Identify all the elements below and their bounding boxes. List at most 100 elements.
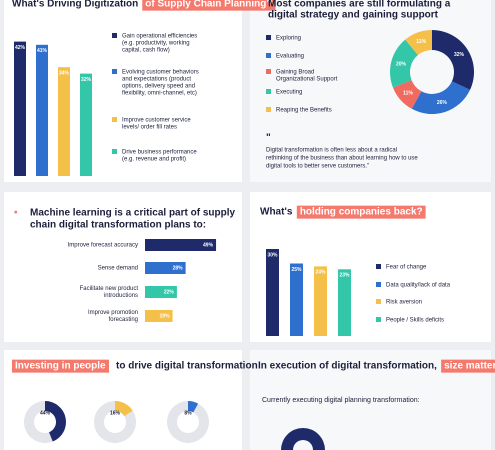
- legend-swatch: [266, 107, 271, 112]
- value-label: 25%: [291, 267, 302, 273]
- legend-text: Fear of change: [386, 265, 427, 271]
- title: to drive digital transformation: [116, 361, 258, 372]
- legend-swatch: [376, 299, 381, 304]
- donut-segment: [392, 80, 422, 109]
- highlight: [142, 0, 276, 11]
- bar: [145, 239, 217, 251]
- donut-segment: [188, 401, 199, 413]
- category-label: Sense demand: [98, 266, 138, 272]
- legend-swatch: [266, 53, 271, 58]
- value-label: 11%: [403, 90, 413, 96]
- legend-text: Organizational Support: [276, 77, 338, 83]
- bar: [145, 262, 186, 274]
- legend-text: Gaining Broad: [276, 70, 314, 76]
- category-label: Facilitate new product: [80, 286, 139, 292]
- legend-swatch: [112, 149, 117, 154]
- value-label: 23%: [339, 273, 350, 279]
- legend-text: Evolving customer behaviors: [122, 70, 199, 76]
- value-label: 34%: [59, 71, 70, 77]
- category-label: forecasting: [109, 317, 138, 323]
- legend-text: Data quality/lack of data: [386, 283, 451, 289]
- bar: [145, 286, 177, 298]
- highlight: [441, 359, 495, 373]
- bar: [145, 310, 173, 322]
- donut-track: [166, 401, 209, 443]
- bar: [314, 266, 327, 336]
- bar: [58, 67, 70, 176]
- quote-mark: ": [266, 133, 271, 144]
- legend-text: Exploring: [276, 36, 301, 42]
- legend-text: levels/ order fill rates: [122, 125, 177, 131]
- donut-segment: [432, 30, 475, 90]
- legend-text: (e.g. revenue and profit): [122, 157, 186, 163]
- value-label: 26%: [437, 100, 448, 106]
- donut-segment: [115, 401, 133, 417]
- highlight: [296, 205, 426, 219]
- category-label: Improve promotion: [88, 310, 138, 316]
- value-label: 49%: [203, 242, 214, 248]
- legend-text: capital, cash flow): [122, 48, 170, 54]
- donut-segment: [405, 30, 432, 56]
- value-label: 32%: [454, 52, 465, 58]
- quote-text: Digital transformation is often less abo…: [266, 148, 397, 154]
- bar: [338, 269, 351, 336]
- title: What's Driving Digitization: [12, 0, 138, 10]
- bar: [14, 41, 26, 176]
- bar: [80, 73, 92, 176]
- title: In execution of digital transformation,: [258, 361, 437, 372]
- quote-text: rethinking of the business than about le…: [266, 156, 418, 162]
- value-label: 16%: [110, 410, 121, 416]
- legend-text: Reaping the Benefits: [276, 108, 332, 114]
- highlight-text: size matters: [444, 361, 495, 372]
- bar: [36, 44, 48, 176]
- value-label: 41%: [37, 48, 48, 54]
- category-label: introductions: [104, 293, 138, 299]
- highlight-text: Investing in people: [15, 361, 106, 372]
- legend-swatch: [112, 117, 117, 122]
- value-label: 20%: [396, 61, 407, 67]
- legend-text: Executing: [276, 90, 302, 96]
- legend-swatch: [112, 33, 117, 38]
- value-label: 24%: [315, 270, 326, 276]
- title: Machine learning is a critical part of s…: [30, 208, 235, 219]
- legend-swatch: [376, 317, 381, 322]
- legend-text: flexibility, omni-channel, etc): [122, 91, 197, 97]
- value-label: 44%: [40, 410, 51, 416]
- legend-text: People / Skills deficits: [386, 318, 444, 324]
- value-label: 30%: [267, 252, 278, 258]
- legend-swatch: [376, 282, 381, 287]
- value-label: 42%: [15, 45, 26, 51]
- legend-swatch: [266, 69, 271, 74]
- bar: [290, 263, 303, 336]
- quote-text: digital tools to better serve customers.…: [266, 164, 369, 170]
- legend-text: Improve customer service: [122, 118, 191, 124]
- title: Most companies are still formulating a: [268, 0, 451, 10]
- highlight-text: of Supply Chain Planning?: [145, 0, 272, 10]
- title: digital strategy and gaining support: [268, 10, 439, 21]
- legend-text: Gain operational efficiencies: [122, 34, 197, 40]
- legend-text: Evaluating: [276, 54, 304, 60]
- legend-swatch: [376, 264, 381, 269]
- bullet: •: [14, 208, 18, 219]
- donut-decoration: [281, 428, 325, 450]
- highlight-text: holding companies back?: [300, 207, 423, 218]
- bar: [266, 249, 279, 336]
- legend-text: Drive business performance: [122, 150, 197, 156]
- legend-text: (e.g. productivity, working: [122, 41, 190, 47]
- subtitle: Currently executing digital planning tra…: [262, 397, 420, 404]
- title: What's: [260, 207, 293, 218]
- value-label: 32%: [81, 77, 92, 83]
- donut-segment: [411, 81, 471, 115]
- legend-text: and expectations (product: [122, 77, 191, 83]
- legend-text: Risk aversion: [386, 300, 422, 306]
- legend-swatch: [266, 89, 271, 94]
- value-label: 22%: [164, 289, 175, 295]
- legend-text: options, delivery speed and: [122, 84, 195, 90]
- legend-swatch: [266, 35, 271, 40]
- value-label: 11%: [416, 39, 426, 45]
- category-label: Improve forecast accuracy: [68, 243, 138, 249]
- legend-swatch: [112, 69, 117, 74]
- donut-segment: [45, 400, 67, 442]
- title: chain digital transformation plans to:: [30, 220, 206, 231]
